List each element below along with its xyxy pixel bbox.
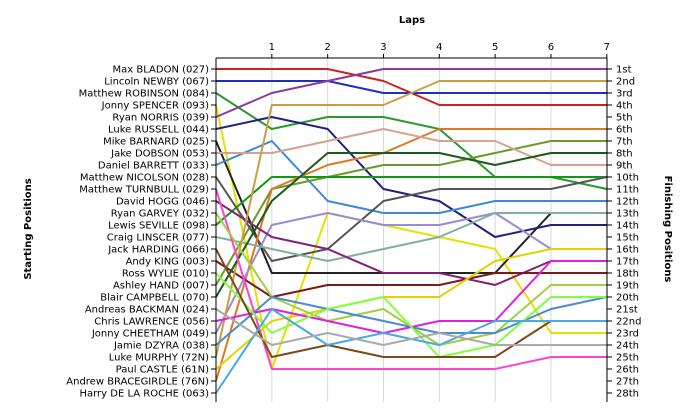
finish-position-label: 20th <box>616 293 639 304</box>
finish-position-label: 15th <box>616 233 639 244</box>
driver-series-line <box>215 188 607 370</box>
driver-series-line <box>215 176 608 262</box>
driver-start-label: Paul CASTLE (61N) <box>116 365 209 376</box>
finish-position-label: 12th <box>616 197 639 208</box>
series-layer <box>215 68 608 394</box>
driver-series-line <box>215 260 607 298</box>
driver-series-line <box>216 128 607 166</box>
driver-series-line <box>215 308 607 346</box>
driver-start-label: Lewis SEVILLE (098) <box>108 221 209 232</box>
lap-tick-label: 7 <box>604 42 610 53</box>
driver-start-label: Max BLADON (027) <box>113 65 210 76</box>
driver-start-label: Luke MURPHY (72N) <box>109 353 209 364</box>
driver-series-line <box>215 212 607 334</box>
finish-position-label: 11th <box>616 185 639 196</box>
lap-tick-label: 1 <box>269 42 275 53</box>
finish-position-label: 4th <box>616 101 633 112</box>
finish-position-label: 28th <box>616 389 639 400</box>
driver-start-label: Chris LAWRENCE (056) <box>94 317 209 328</box>
finish-position-label: 19th <box>616 281 639 292</box>
finish-position-label: 9th <box>616 161 633 172</box>
label-layer: 1 2 3 4 5 6 7 1st2nd3rd4th5th6th7th8th9th10th11… <box>66 42 641 400</box>
driver-start-label: Andreas BACKMAN (024) <box>85 305 209 316</box>
driver-start-label: Ashley HAND (007) <box>113 281 209 292</box>
driver-start-label: Ryan GARVEY (032) <box>111 209 209 220</box>
driver-series-line <box>215 212 607 346</box>
driver-series-line <box>215 248 607 358</box>
driver-start-label: Jonny CHEETHAM (049) <box>91 329 209 340</box>
finish-position-label: 27th <box>616 377 639 388</box>
finish-position-label: 1st <box>616 65 632 76</box>
finish-position-label: 24th <box>616 341 639 352</box>
driver-start-label: Jack HARDING (066) <box>107 245 209 256</box>
finish-position-label: 7th <box>616 137 633 148</box>
driver-start-label: Mike BARNARD (025) <box>103 137 209 148</box>
driver-start-label: Daniel BARRETT (033) <box>98 161 209 172</box>
driver-series-line <box>215 248 607 370</box>
finish-position-label: 5th <box>616 113 633 124</box>
finish-position-label: 17th <box>616 257 639 268</box>
driver-series-line <box>215 272 607 358</box>
finish-position-label: 18th <box>616 269 639 280</box>
finish-position-label: 22nd <box>616 317 641 328</box>
driver-start-label: Jamie DZYRA (038) <box>113 341 209 352</box>
driver-series-line <box>215 140 607 274</box>
driver-series-line <box>216 80 607 94</box>
driver-series-line <box>215 308 607 394</box>
axis-layer <box>211 54 612 402</box>
driver-start-label: David HOGG (046) <box>116 197 209 208</box>
finish-position-label: 21st <box>616 305 638 316</box>
driver-start-label: Harry DE LA ROCHE (063) <box>79 389 209 400</box>
finish-position-label: 25th <box>616 353 639 364</box>
driver-series-line <box>215 212 607 262</box>
finish-position-label: 8th <box>616 149 633 160</box>
finish-position-label: 26th <box>616 365 639 376</box>
driver-series-line <box>215 128 607 382</box>
driver-start-label: Ross WYLIE (010) <box>122 269 209 280</box>
driver-start-label: Blair CAMPBELL (070) <box>100 293 209 304</box>
driver-start-label: Luke RUSSELL (044) <box>108 125 209 136</box>
finish-position-label: 10th <box>616 173 639 184</box>
finish-position-label: 16th <box>616 245 639 256</box>
driver-start-label: Matthew TURNBULL (029) <box>79 185 209 196</box>
driver-start-label: Andy KING (003) <box>126 257 210 268</box>
driver-start-label: Matthew ROBINSON (084) <box>79 89 209 100</box>
y-axis-title-left: Starting Positions <box>23 178 34 279</box>
driver-series-line <box>216 68 607 106</box>
lap-tick-label: 2 <box>324 42 330 53</box>
finish-position-label: 6th <box>616 125 633 136</box>
driver-start-label: Craig LINSCER (077) <box>107 233 209 244</box>
lap-tick-label: 6 <box>548 42 554 53</box>
driver-series-line <box>215 140 607 286</box>
driver-series-line <box>215 176 607 226</box>
driver-start-label: Andrew BRACEGIRDLE (76N) <box>66 377 209 388</box>
x-axis-title: Laps <box>399 15 425 26</box>
finish-position-label: 14th <box>616 221 639 232</box>
finish-position-label: 23rd <box>616 329 639 340</box>
driver-start-label: Matthew NICOLSON (028) <box>80 173 209 184</box>
finish-position-label: 13th <box>616 209 639 220</box>
finish-position-label: 2nd <box>616 77 635 88</box>
driver-series-line <box>215 68 607 118</box>
finish-position-label: 3rd <box>616 89 633 100</box>
lap-tick-label: 3 <box>380 42 386 53</box>
driver-start-label: Lincoln NEWBY (067) <box>104 77 209 88</box>
y-axis-title-right: Finishing Positions <box>662 176 673 283</box>
lap-tick-label: 5 <box>492 42 498 53</box>
driver-series-line <box>215 80 607 358</box>
driver-start-label: Jonny SPENCER (093) <box>101 101 209 112</box>
driver-start-label: Jake DOBSON (053) <box>110 149 209 160</box>
lap-tick-label: 4 <box>436 42 442 53</box>
driver-series-line <box>215 152 607 298</box>
driver-series-line <box>215 200 607 286</box>
driver-start-label: Ryan NORRIS (039) <box>112 113 209 124</box>
